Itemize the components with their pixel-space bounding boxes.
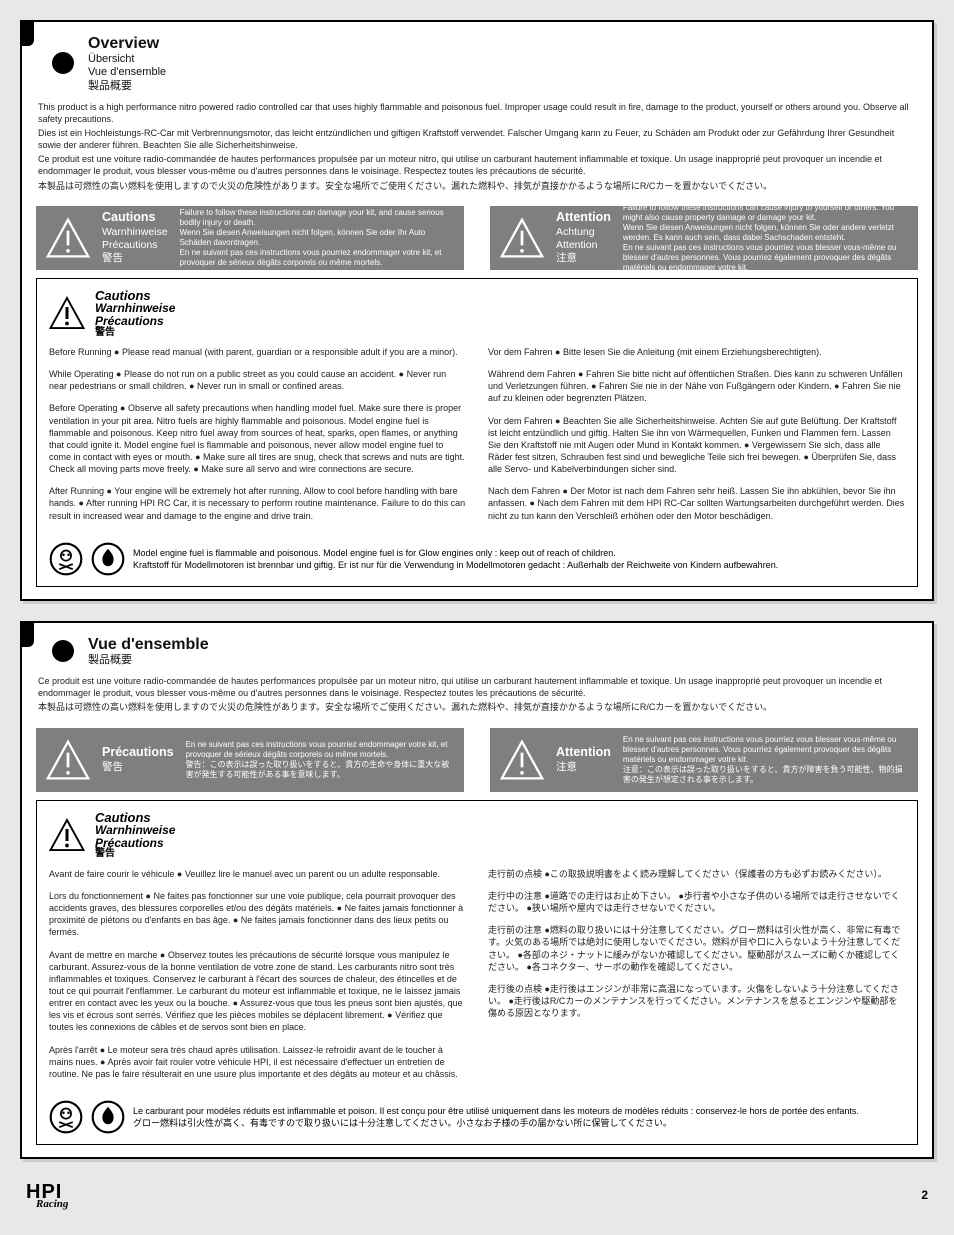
cautions-bar: Précautions 警告 En ne suivant pas ces ins… bbox=[36, 728, 464, 792]
warning-triangle-icon bbox=[46, 216, 90, 260]
title-ja: 製品概要 bbox=[88, 654, 209, 667]
caution-col-left: Avant de faire courir le véhicule ● Veui… bbox=[49, 868, 466, 1090]
caution-triangle-icon bbox=[49, 295, 85, 331]
body-l1: Before Running ● Please read manual (wit… bbox=[49, 346, 466, 358]
attention-bar-text: Attention 注意 bbox=[556, 745, 611, 774]
caution-header: Cautions Warnhinweise Précautions 警告 bbox=[49, 811, 905, 860]
title-en: Overview bbox=[88, 34, 166, 53]
intro-en: This product is a high performance nitro… bbox=[38, 101, 916, 125]
section-header: Overview Übersicht Vue d'ensemble 製品概要 bbox=[36, 34, 918, 93]
intro-de: Dies ist ein Hochleistungs-RC-Car mit Ve… bbox=[38, 127, 916, 151]
body-l3: Before Operating ● Observe all safety pr… bbox=[49, 402, 466, 475]
page-number: 2 bbox=[921, 1188, 928, 1202]
intro-block: This product is a high performance nitro… bbox=[38, 101, 916, 192]
skull-icon bbox=[49, 1100, 83, 1134]
warning-triangle-icon bbox=[500, 216, 544, 260]
section-number-dot bbox=[52, 52, 74, 74]
title-en: Vue d'ensemble bbox=[88, 635, 209, 654]
caution-titles: Cautions Warnhinweise Précautions 警告 bbox=[95, 289, 175, 338]
logo-subtext: Racing bbox=[36, 1198, 68, 1210]
body-l2: While Operating ● Please do not run on a… bbox=[49, 368, 466, 392]
caution-box: Cautions Warnhinweise Précautions 警告 Ava… bbox=[36, 800, 918, 1145]
brand-logo: HPI Racing bbox=[26, 1181, 68, 1210]
title-de: Übersicht bbox=[88, 53, 166, 66]
intro-block: Ce produit est une voiture radio-command… bbox=[38, 675, 916, 713]
caution-body: Before Running ● Please read manual (wit… bbox=[49, 346, 905, 532]
cautions-bar-text: Précautions 警告 bbox=[102, 745, 174, 774]
warning-bars: Cautions Warnhinweise Précautions 警告 Fai… bbox=[36, 206, 918, 270]
section-panel: Overview Übersicht Vue d'ensemble 製品概要 T… bbox=[20, 20, 934, 601]
hazard-row: Le carburant pour modèles réduits est in… bbox=[49, 1100, 905, 1134]
warning-bars: Précautions 警告 En ne suivant pas ces ins… bbox=[36, 728, 918, 792]
flame-icon bbox=[91, 542, 125, 576]
warning-triangle-icon bbox=[46, 738, 90, 782]
section-number-dot bbox=[52, 640, 74, 662]
bar-title: Cautions bbox=[102, 210, 168, 226]
attention-bar-text: Attention Achtung Attention 注意 bbox=[556, 210, 611, 265]
cautions-bar: Cautions Warnhinweise Précautions 警告 Fai… bbox=[36, 206, 464, 270]
hazard-text: Le carburant pour modèles réduits est in… bbox=[133, 1105, 859, 1129]
caution-body: Avant de faire courir le véhicule ● Veui… bbox=[49, 868, 905, 1090]
attention-bar: Attention 注意 En ne suivant pas ces instr… bbox=[490, 728, 918, 792]
bar-title: Attention bbox=[556, 210, 611, 226]
caution-titles: Cautions Warnhinweise Précautions 警告 bbox=[95, 811, 175, 860]
section-panel: Vue d'ensemble 製品概要 Ce produit est une v… bbox=[20, 621, 934, 1159]
bar-l3: Précautions bbox=[102, 239, 168, 252]
body-r2: Während dem Fahren ● Fahren Sie bitte ni… bbox=[488, 368, 905, 404]
caution-col-right: 走行前の点検 ●この取扱説明書をよく読み理解してください（保護者の方も必ずお読み… bbox=[488, 868, 905, 1090]
warning-triangle-icon bbox=[500, 738, 544, 782]
page-footer: HPI Racing 2 bbox=[20, 1179, 934, 1210]
bar-l4: 警告 bbox=[102, 252, 168, 265]
skull-icon bbox=[49, 542, 83, 576]
intro-fr: Ce produit est une voiture radio-command… bbox=[38, 153, 916, 177]
caution-col-right: Vor dem Fahren ● Bitte lesen Sie die Anl… bbox=[488, 346, 905, 532]
bar-desc: Failure to follow these instructions can… bbox=[180, 208, 454, 268]
intro-ja: 本製品は可燃性の高い燃料を使用しますので火災の危険性があります。安全な場所でご使… bbox=[38, 180, 916, 192]
section-titles: Overview Übersicht Vue d'ensemble 製品概要 bbox=[88, 34, 166, 93]
tab-notch bbox=[20, 621, 34, 647]
body-r1: Vor dem Fahren ● Bitte lesen Sie die Anl… bbox=[488, 346, 905, 358]
hazard-text: Model engine fuel is flammable and poiso… bbox=[133, 547, 778, 571]
bar-desc: En ne suivant pas ces instructions vous … bbox=[186, 740, 454, 780]
bar-desc: En ne suivant pas ces instructions vous … bbox=[623, 735, 908, 785]
hazard-row: Model engine fuel is flammable and poiso… bbox=[49, 542, 905, 576]
attention-bar: Attention Achtung Attention 注意 Failure t… bbox=[490, 206, 918, 270]
tab-notch bbox=[20, 20, 34, 46]
caution-triangle-icon bbox=[49, 817, 85, 853]
bar-l2: Warnhinweise bbox=[102, 226, 168, 239]
caution-col-left: Before Running ● Please read manual (wit… bbox=[49, 346, 466, 532]
caution-box: Cautions Warnhinweise Précautions 警告 Bef… bbox=[36, 278, 918, 587]
body-r4: Nach dem Fahren ● Der Motor ist nach dem… bbox=[488, 485, 905, 521]
cautions-bar-text: Cautions Warnhinweise Précautions 警告 bbox=[102, 210, 168, 265]
body-l4: After Running ● Your engine will be extr… bbox=[49, 485, 466, 521]
section-header: Vue d'ensemble 製品概要 bbox=[36, 635, 918, 667]
bar-desc: Failure to follow these instructions can… bbox=[623, 203, 908, 273]
caution-header: Cautions Warnhinweise Précautions 警告 bbox=[49, 289, 905, 338]
title-ja: 製品概要 bbox=[88, 80, 166, 93]
flame-icon bbox=[91, 1100, 125, 1134]
section-titles: Vue d'ensemble 製品概要 bbox=[88, 635, 209, 667]
title-fr: Vue d'ensemble bbox=[88, 66, 166, 79]
body-r3: Vor dem Fahren ● Beachten Sie alle Siche… bbox=[488, 415, 905, 476]
